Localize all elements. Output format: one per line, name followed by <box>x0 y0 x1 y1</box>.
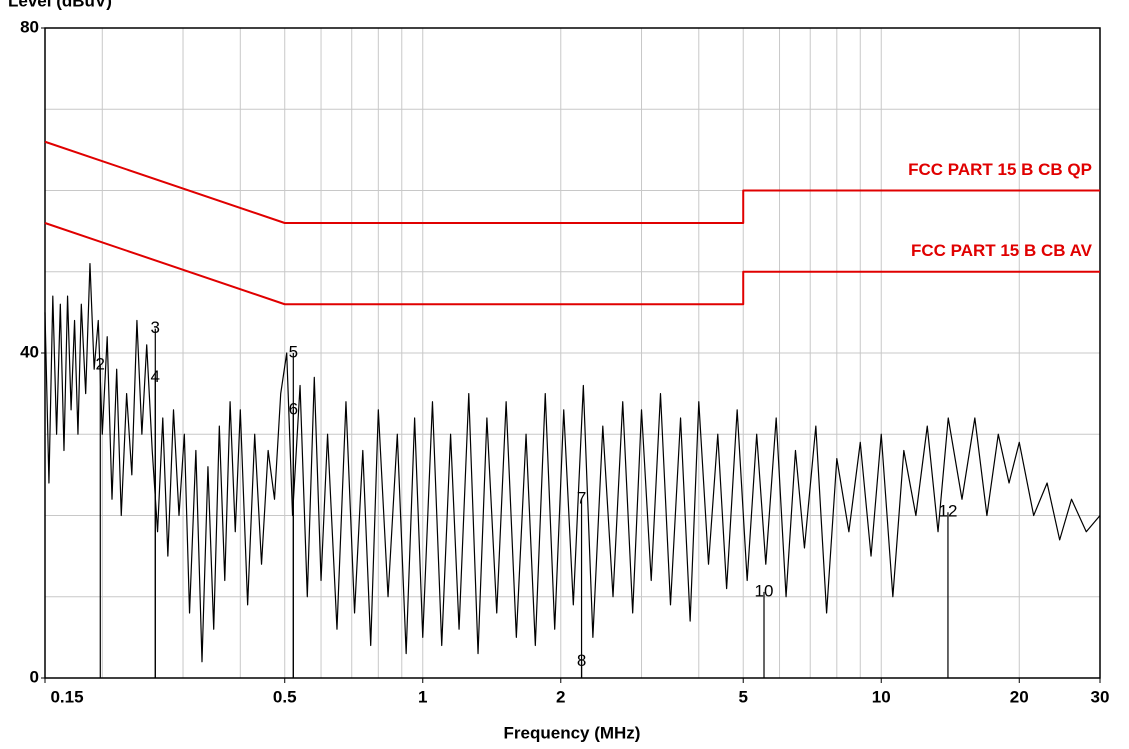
x-tick-label: 20 <box>1010 687 1029 706</box>
x-tick-label: 30 <box>1091 687 1110 706</box>
y-tick-label: 0 <box>30 667 39 686</box>
x-tick-label: 0.5 <box>273 687 297 706</box>
marker-label: 12 <box>938 502 957 521</box>
y-tick-label: 40 <box>20 342 39 361</box>
y-tick-label: 80 <box>20 17 39 36</box>
x-tick-label: 10 <box>872 687 891 706</box>
marker-label: 10 <box>755 581 774 600</box>
marker-label: 6 <box>289 399 298 418</box>
x-axis-title: Frequency (MHz) <box>504 723 641 742</box>
x-tick-label: 5 <box>738 687 747 706</box>
marker-label: 7 <box>577 489 586 508</box>
marker-label: 2 <box>96 355 105 374</box>
x-tick-label: 1 <box>418 687 427 706</box>
legend-label: FCC PART 15 B CB QP <box>908 160 1092 179</box>
marker-label: 4 <box>151 367 160 386</box>
marker-label: 8 <box>577 651 586 670</box>
legend-label: FCC PART 15 B CB AV <box>911 241 1093 260</box>
x-tick-label: 2 <box>556 687 565 706</box>
trace <box>44 263 1101 663</box>
y-axis-title: Level (dBuV) <box>8 0 112 10</box>
marker-label: 5 <box>289 342 298 361</box>
marker-label: 3 <box>151 318 160 337</box>
limit-line <box>44 140 1100 224</box>
x-tick-label: 0.15 <box>50 687 83 706</box>
limit-line <box>44 222 1100 306</box>
